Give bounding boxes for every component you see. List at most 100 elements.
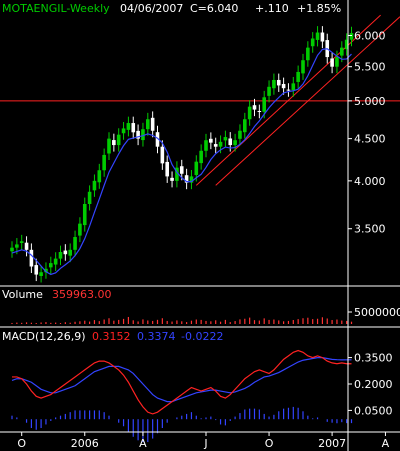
candle-body	[209, 138, 213, 143]
price-panel	[0, 14, 400, 283]
candle-body	[238, 130, 242, 139]
candle-body	[223, 137, 228, 141]
candle-body	[155, 132, 160, 147]
candle-body	[344, 39, 349, 50]
close-label: C=6.040	[190, 2, 239, 15]
candle-body	[252, 105, 257, 110]
macd-histogram-value: -0.0222	[181, 330, 224, 343]
candle-body	[160, 146, 165, 164]
candle-body	[150, 117, 155, 131]
price-tick-label: 3.500	[354, 223, 386, 236]
macd-panel	[11, 349, 353, 443]
x-tick-label: O	[17, 437, 26, 450]
macd-tick-label: 0.3500	[354, 352, 393, 365]
x-tick-label: 2007	[318, 437, 346, 450]
candle-body	[296, 71, 300, 82]
x-tick-label: A	[139, 437, 147, 450]
candle-body	[87, 191, 92, 204]
candle-body	[276, 79, 281, 86]
candle-body	[267, 86, 271, 96]
candle-body	[340, 47, 344, 56]
channel-upper-line	[195, 14, 381, 186]
candle-body	[189, 176, 194, 183]
symbol-label: MOTAENGIL-Weekly	[2, 2, 110, 15]
price-tick-label: 5.500	[354, 61, 386, 74]
candle-body	[49, 263, 53, 268]
candle-body	[247, 106, 252, 120]
candle-body	[306, 47, 310, 61]
candle-body	[19, 241, 24, 244]
candle-body	[175, 167, 179, 181]
candle-body	[320, 32, 325, 42]
candle-body	[44, 268, 48, 273]
candle-body	[107, 138, 111, 154]
candle-body	[112, 140, 116, 146]
volume-title: Volume	[2, 288, 43, 301]
candle-body	[262, 97, 266, 112]
x-tick-label: O	[265, 437, 274, 450]
price-tick-label: 4.500	[354, 133, 386, 146]
candle-body	[335, 57, 339, 67]
candle-body	[131, 123, 136, 133]
candle-body	[243, 119, 247, 133]
macd-tick-label: 0.2000	[354, 378, 393, 391]
candle-body	[82, 203, 87, 226]
macd-value: 0.3152	[92, 330, 131, 343]
macd-signal-line	[11, 357, 352, 403]
candle-body	[78, 223, 82, 236]
x-tick-label: 2006	[71, 437, 99, 450]
candle-body	[126, 123, 131, 130]
date-label: 04/06/2007	[120, 2, 184, 15]
macd-title: MACD(12,26,9)	[2, 330, 86, 343]
candle-body	[349, 33, 354, 40]
candle-body	[286, 89, 291, 91]
candle-body	[136, 130, 140, 139]
candle-body	[228, 138, 233, 146]
candle-body	[204, 140, 208, 151]
candle-body	[218, 141, 223, 147]
candle-body	[291, 83, 296, 91]
candle-body	[39, 272, 43, 277]
candle-body	[116, 134, 121, 146]
price-tick-label: 6.000	[354, 29, 386, 42]
volume-tick-label: 5000000	[354, 306, 400, 319]
candle-body	[97, 170, 102, 183]
candle-body	[184, 175, 189, 183]
candle-body	[92, 180, 97, 191]
candle-body	[330, 58, 334, 67]
candle-body	[24, 242, 29, 250]
candle-body	[233, 140, 237, 146]
candle-body	[165, 161, 169, 177]
macd-tick-label: 0.0500	[354, 404, 393, 417]
candle-body	[310, 38, 315, 47]
candle-body	[315, 32, 320, 40]
candle-body	[29, 249, 34, 267]
candle-body	[121, 128, 126, 134]
candle-body	[170, 177, 174, 181]
candle-body	[102, 154, 106, 171]
candle-body	[281, 83, 286, 89]
x-tick-label: A	[382, 437, 390, 450]
candle-body	[301, 60, 305, 74]
candle-body	[10, 247, 14, 252]
change-label: +.110	[255, 2, 289, 15]
candle-body	[68, 249, 72, 256]
moving-average-line	[11, 48, 352, 276]
candle-body	[141, 129, 145, 141]
change-pct-label: +1.85%	[297, 2, 342, 15]
candle-body	[34, 265, 39, 275]
candle-body	[179, 166, 184, 174]
candle-body	[58, 252, 63, 259]
candle-body	[199, 150, 203, 164]
candle-body	[15, 244, 19, 248]
candle-body	[146, 119, 150, 130]
candle-body	[73, 237, 77, 250]
volume-panel	[11, 316, 353, 324]
candle-body	[53, 258, 58, 265]
macd-line	[12, 349, 352, 415]
candle-body	[213, 144, 218, 147]
candle-body	[194, 161, 199, 175]
